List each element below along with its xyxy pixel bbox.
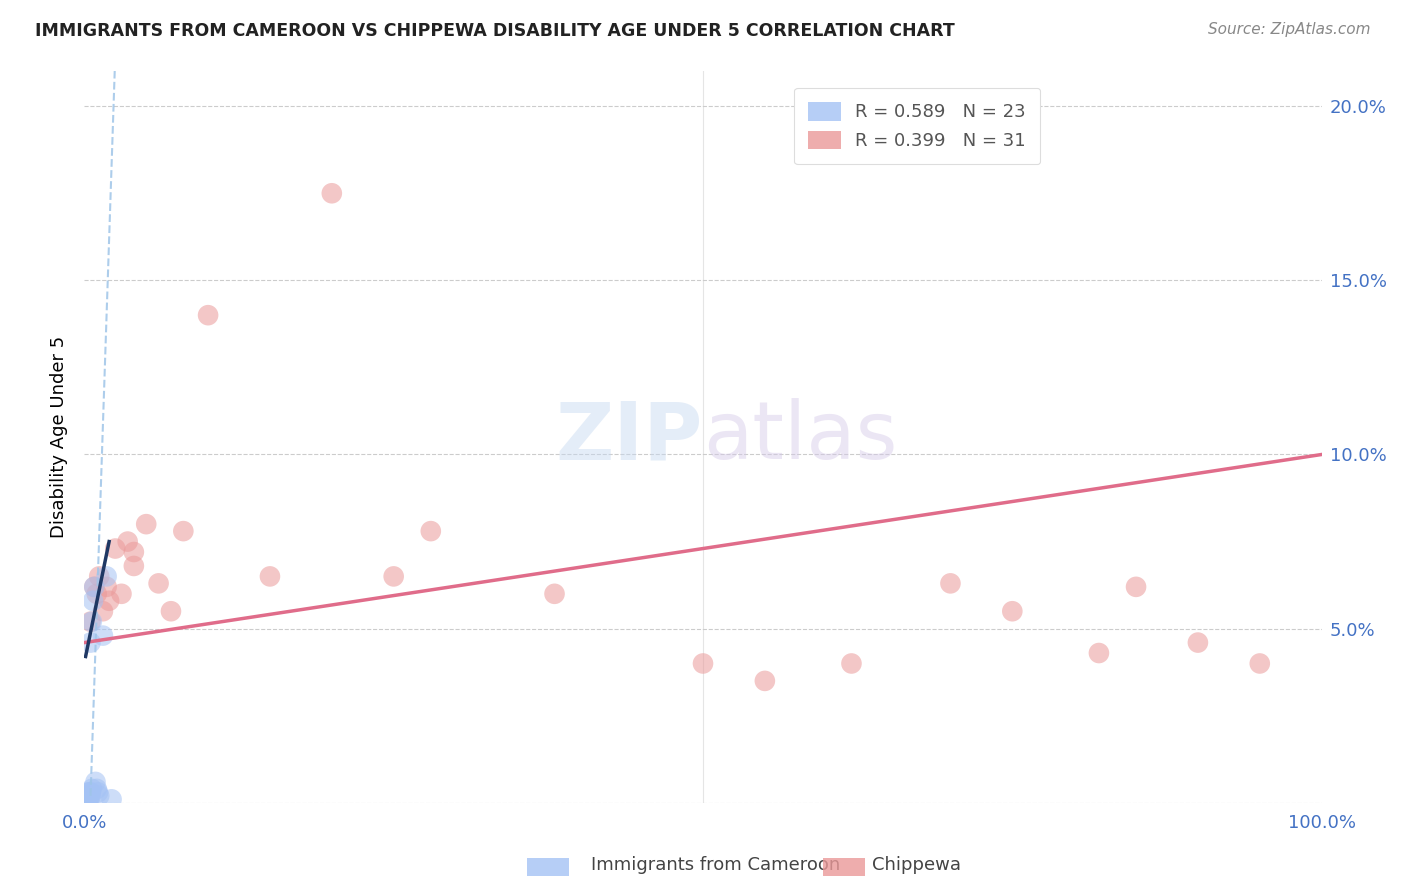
Point [89,789,111,803]
Point [89,569,111,583]
Point [754,673,776,688]
Point [939,576,962,591]
Point [100,792,122,806]
Point [91,604,114,618]
Point [79,789,101,803]
Point [86,781,108,796]
Point [321,186,343,201]
Point [84,775,107,789]
Point [117,534,139,549]
Point [79,785,101,799]
Point [122,545,145,559]
Point [382,569,405,583]
Point [79,785,101,799]
Point [76,792,98,806]
Text: ZIP: ZIP [555,398,703,476]
Point [135,517,157,532]
Text: Source: ZipAtlas.com: Source: ZipAtlas.com [1208,22,1371,37]
Point [1088,646,1111,660]
Point [104,541,127,556]
Point [87,785,110,799]
Point [77,792,100,806]
Point [96,580,118,594]
Point [160,604,183,618]
Point [1125,580,1147,594]
Point [172,524,194,538]
Text: atlas: atlas [703,398,897,476]
Point [77,785,100,799]
Point [79,615,101,629]
Point [692,657,714,671]
Point [91,629,114,643]
Y-axis label: Disability Age Under 5: Disability Age Under 5 [49,336,67,538]
Point [79,789,101,803]
Point [148,576,170,591]
Point [841,657,863,671]
Point [543,587,565,601]
Point [82,594,104,608]
Point [98,594,121,608]
Point [96,569,118,583]
Point [1187,635,1209,649]
Point [122,558,145,573]
Legend: R = 0.589   N = 23, R = 0.399   N = 31: R = 0.589 N = 23, R = 0.399 N = 31 [794,87,1040,164]
Text: IMMIGRANTS FROM CAMEROON VS CHIPPEWA DISABILITY AGE UNDER 5 CORRELATION CHART: IMMIGRANTS FROM CAMEROON VS CHIPPEWA DIS… [35,22,955,40]
Point [79,792,101,806]
Point [197,308,219,322]
Point [80,781,103,796]
Point [83,580,105,594]
Point [1249,657,1271,671]
Text: Chippewa: Chippewa [872,856,960,874]
Point [419,524,441,538]
Point [76,789,98,803]
Point [110,587,132,601]
Point [86,587,108,601]
Point [80,615,103,629]
Point [1001,604,1024,618]
Point [83,580,105,594]
Point [259,569,281,583]
Text: Immigrants from Cameroon: Immigrants from Cameroon [591,856,839,874]
Point [79,635,101,649]
Point [77,789,100,803]
Point [75,792,97,806]
